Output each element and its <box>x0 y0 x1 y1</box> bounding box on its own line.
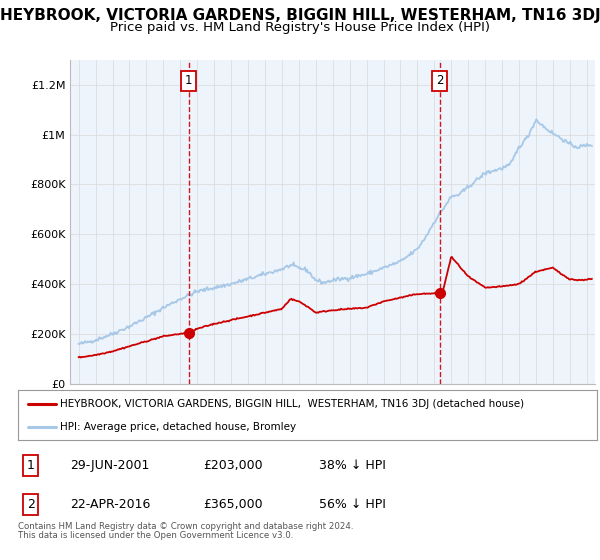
Text: 38% ↓ HPI: 38% ↓ HPI <box>319 459 386 472</box>
Text: 2: 2 <box>27 498 35 511</box>
Text: Contains HM Land Registry data © Crown copyright and database right 2024.: Contains HM Land Registry data © Crown c… <box>18 522 353 531</box>
Text: 1: 1 <box>27 459 35 472</box>
Text: £365,000: £365,000 <box>203 498 263 511</box>
Text: £203,000: £203,000 <box>203 459 263 472</box>
Text: 22-APR-2016: 22-APR-2016 <box>70 498 151 511</box>
Text: 29-JUN-2001: 29-JUN-2001 <box>70 459 149 472</box>
Text: HEYBROOK, VICTORIA GARDENS, BIGGIN HILL,  WESTERHAM, TN16 3DJ (detached house): HEYBROOK, VICTORIA GARDENS, BIGGIN HILL,… <box>59 399 524 409</box>
Text: 2: 2 <box>436 74 443 87</box>
Text: Price paid vs. HM Land Registry's House Price Index (HPI): Price paid vs. HM Land Registry's House … <box>110 21 490 34</box>
Text: HPI: Average price, detached house, Bromley: HPI: Average price, detached house, Brom… <box>59 422 296 432</box>
Text: 1: 1 <box>185 74 193 87</box>
Text: This data is licensed under the Open Government Licence v3.0.: This data is licensed under the Open Gov… <box>18 531 293 540</box>
Text: HEYBROOK, VICTORIA GARDENS, BIGGIN HILL, WESTERHAM, TN16 3DJ: HEYBROOK, VICTORIA GARDENS, BIGGIN HILL,… <box>0 8 600 24</box>
Text: 56% ↓ HPI: 56% ↓ HPI <box>319 498 386 511</box>
